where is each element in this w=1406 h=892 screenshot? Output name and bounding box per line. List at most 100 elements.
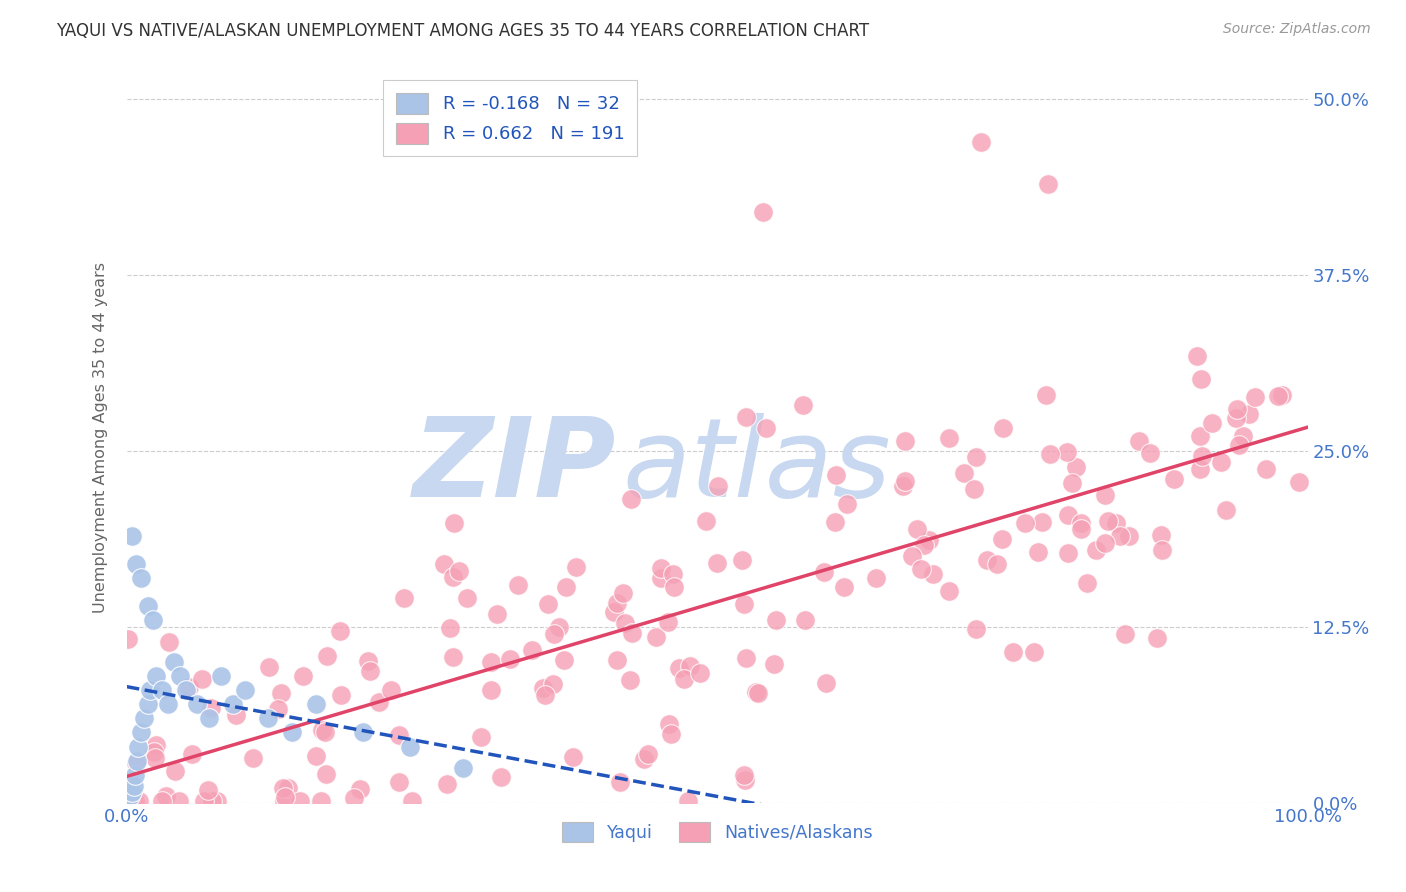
Point [359,664,381,678]
Point [388,774,411,789]
Point [689,666,711,681]
Point [620,492,643,507]
Point [179,681,201,695]
Point [1036,177,1059,191]
Point [606,652,628,666]
Point [1035,388,1057,402]
Point [901,549,924,563]
Point [1185,349,1208,363]
Point [120,789,142,803]
Point [1070,516,1092,531]
Point [193,794,215,808]
Point [142,745,165,759]
Point [679,659,702,673]
Point [1271,387,1294,401]
Point [1237,408,1260,422]
Point [145,738,167,752]
Point [905,522,928,536]
Point [1094,488,1116,502]
Point [991,421,1014,435]
Point [835,497,858,511]
Point [329,689,352,703]
Point [201,794,224,808]
Point [1060,475,1083,490]
Point [553,653,575,667]
Point [673,672,696,686]
Point [1189,372,1212,386]
Point [1150,527,1173,541]
Point [657,615,679,629]
Point [121,528,143,542]
Point [447,564,470,578]
Point [225,708,247,723]
Point [893,434,915,449]
Point [1267,389,1289,403]
Point [865,571,887,585]
Point [315,649,337,664]
Point [122,779,145,793]
Point [1215,503,1237,517]
Point [290,794,312,808]
Point [1014,516,1036,530]
Point [174,683,197,698]
Point [678,794,700,808]
Point [186,698,208,712]
Point [813,565,835,579]
Point [506,577,529,591]
Point [271,780,294,795]
Point [292,669,315,683]
Point [744,685,766,699]
Point [163,764,186,778]
Y-axis label: Unemployment Among Ages 35 to 44 years: Unemployment Among Ages 35 to 44 years [93,261,108,613]
Point [910,562,932,576]
Point [436,777,458,791]
Point [117,632,139,646]
Point [127,739,149,754]
Point [918,533,941,547]
Point [190,673,212,687]
Point [1232,429,1254,443]
Point [124,767,146,781]
Point [315,766,337,780]
Point [1070,522,1092,536]
Point [991,532,1014,546]
Point [242,751,264,765]
Point [965,622,987,636]
Point [205,794,228,808]
Point [343,791,366,805]
Point [962,482,984,496]
Point [603,605,626,619]
Point [912,538,935,552]
Point [136,698,159,712]
Point [128,794,150,808]
Point [707,479,730,493]
Point [562,750,585,764]
Point [1189,429,1212,443]
Point [387,728,409,742]
Point [1114,626,1136,640]
Point [157,635,180,649]
Point [304,698,326,712]
Point [541,677,564,691]
Point [270,685,292,699]
Point [1056,546,1078,560]
Point [733,597,755,611]
Point [734,651,756,665]
Point [662,567,685,582]
Point [1209,455,1232,469]
Point [441,649,464,664]
Point [1024,645,1046,659]
Point [145,669,167,683]
Text: ZIP: ZIP [413,413,617,520]
Point [155,789,177,804]
Point [181,747,204,761]
Point [1039,447,1062,461]
Point [125,557,148,571]
Point [1150,542,1173,557]
Point [1244,390,1267,404]
Point [522,643,544,657]
Point [986,557,1008,571]
Point [650,561,672,575]
Point [614,616,637,631]
Point [439,621,461,635]
